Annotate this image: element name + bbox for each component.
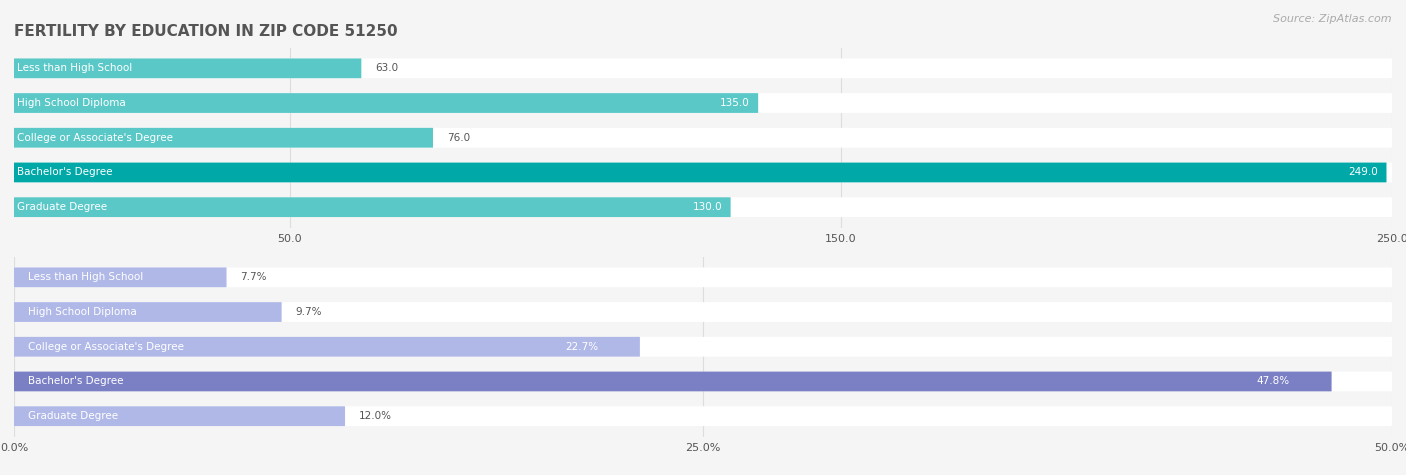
FancyBboxPatch shape xyxy=(14,302,281,322)
FancyBboxPatch shape xyxy=(14,58,361,78)
Text: 63.0: 63.0 xyxy=(375,63,398,73)
FancyBboxPatch shape xyxy=(14,197,1392,217)
Text: 9.7%: 9.7% xyxy=(295,307,322,317)
FancyBboxPatch shape xyxy=(14,371,1331,391)
Text: High School Diploma: High School Diploma xyxy=(17,98,125,108)
FancyBboxPatch shape xyxy=(14,337,1392,357)
Text: Source: ZipAtlas.com: Source: ZipAtlas.com xyxy=(1274,14,1392,24)
Text: 7.7%: 7.7% xyxy=(240,272,267,282)
FancyBboxPatch shape xyxy=(14,406,344,426)
FancyBboxPatch shape xyxy=(14,162,1386,182)
FancyBboxPatch shape xyxy=(14,93,1392,113)
Text: High School Diploma: High School Diploma xyxy=(28,307,136,317)
FancyBboxPatch shape xyxy=(14,93,758,113)
FancyBboxPatch shape xyxy=(14,302,1392,322)
FancyBboxPatch shape xyxy=(14,162,1392,182)
Text: 47.8%: 47.8% xyxy=(1257,377,1289,387)
Text: FERTILITY BY EDUCATION IN ZIP CODE 51250: FERTILITY BY EDUCATION IN ZIP CODE 51250 xyxy=(14,24,398,39)
Text: Less than High School: Less than High School xyxy=(28,272,143,282)
Text: 22.7%: 22.7% xyxy=(565,342,599,352)
Text: 12.0%: 12.0% xyxy=(359,411,391,421)
Text: Graduate Degree: Graduate Degree xyxy=(17,202,107,212)
Text: Bachelor's Degree: Bachelor's Degree xyxy=(28,377,124,387)
FancyBboxPatch shape xyxy=(14,371,1392,391)
Text: 76.0: 76.0 xyxy=(447,133,470,143)
Text: 249.0: 249.0 xyxy=(1348,168,1378,178)
FancyBboxPatch shape xyxy=(14,337,640,357)
FancyBboxPatch shape xyxy=(14,267,226,287)
Text: College or Associate's Degree: College or Associate's Degree xyxy=(17,133,173,143)
Text: 135.0: 135.0 xyxy=(720,98,749,108)
FancyBboxPatch shape xyxy=(14,267,1392,287)
Text: College or Associate's Degree: College or Associate's Degree xyxy=(28,342,184,352)
Text: Bachelor's Degree: Bachelor's Degree xyxy=(17,168,112,178)
Text: Less than High School: Less than High School xyxy=(17,63,132,73)
FancyBboxPatch shape xyxy=(14,128,433,148)
Text: 130.0: 130.0 xyxy=(693,202,723,212)
FancyBboxPatch shape xyxy=(14,128,1392,148)
FancyBboxPatch shape xyxy=(14,58,1392,78)
FancyBboxPatch shape xyxy=(14,197,731,217)
FancyBboxPatch shape xyxy=(14,406,1392,426)
Text: Graduate Degree: Graduate Degree xyxy=(28,411,118,421)
